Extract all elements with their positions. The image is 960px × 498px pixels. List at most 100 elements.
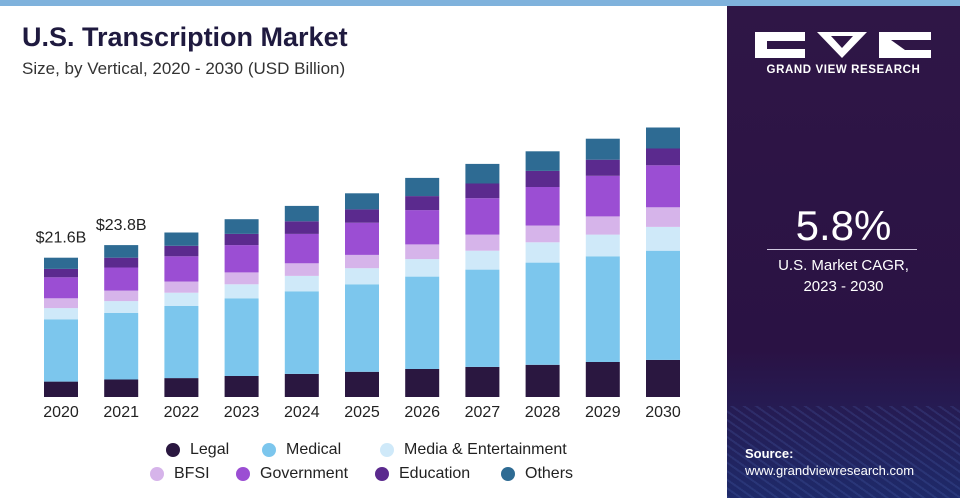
x-tick-label-2020: 2020 [43, 404, 79, 421]
bar-segment-medical-2027 [465, 269, 500, 367]
bar-segment-medical-2024 [284, 291, 319, 374]
legend-item-education: Education [375, 465, 470, 483]
bar-segment-legal-2020 [44, 381, 78, 397]
bar-segment-government-2030 [646, 165, 680, 208]
bar-segment-legal-2027 [465, 366, 500, 397]
legend-label: Education [399, 465, 471, 482]
bar-segment-government-2025 [345, 222, 379, 255]
stacked-bar-chart: 2020 2021 2022 2023 2024 2025 2026 2027 2028 2029… [36, 127, 681, 421]
bar-segment-legal-2023 [224, 376, 259, 397]
brand-name: GRAND VIEW RESEARCH [766, 64, 921, 76]
legend-swatch [166, 443, 180, 457]
source-url: www.grandviewresearch.com [745, 463, 915, 478]
bar-segment-education-2027 [465, 183, 500, 199]
bar-segment-government-2021 [104, 267, 139, 291]
bar-segment-bfsi-2028 [525, 225, 560, 243]
bar-segment-others-2030 [646, 127, 680, 149]
bar-segment-legal-2026 [405, 369, 440, 397]
bar-segment-education-2022 [164, 245, 199, 257]
data-label-2020: $21.6B [36, 230, 87, 247]
x-tick-label-2028: 2028 [525, 404, 561, 421]
cagr-period: 2023 - 2030 [803, 278, 884, 295]
cagr-value: 5.8% [795, 202, 892, 249]
legend-item-bfsi: BFSI [150, 465, 210, 483]
legend-item-media-entertainment: Media & Entertainment [380, 441, 567, 459]
bar-segment-medical-2030 [646, 250, 680, 360]
branding-panel: GRAND VIEW RESEARCH 5.8% U.S. Market CAG… [727, 6, 960, 498]
bar-segment-medical-2025 [345, 284, 379, 372]
bar-segment-others-2023 [224, 219, 259, 234]
x-tick-label-2029: 2029 [585, 404, 621, 421]
bar-segment-education-2029 [585, 159, 620, 176]
bar-segment-education-2030 [646, 148, 680, 166]
legend-item-government: Government [236, 465, 348, 483]
x-tick-label-2030: 2030 [645, 404, 681, 421]
bar-segment-education-2028 [525, 170, 560, 187]
bar-segment-government-2028 [525, 187, 560, 226]
bar-segment-media-entertainment-2021 [104, 301, 139, 313]
chart-legend: Legal Medical Media & Entertainment BFSI Gov… [0, 433, 727, 493]
bar-segment-medical-2023 [224, 298, 259, 376]
legend-label: Media & Entertainment [404, 441, 567, 458]
bar-segment-government-2026 [405, 210, 440, 245]
legend-item-medical: Medical [262, 441, 341, 459]
bar-segment-legal-2025 [345, 371, 379, 397]
bar-segment-bfsi-2027 [465, 234, 500, 251]
bar-segment-media-entertainment-2023 [224, 284, 259, 299]
bar-segment-government-2027 [465, 198, 500, 235]
bar-segment-others-2027 [465, 163, 500, 184]
legend-swatch [380, 443, 394, 457]
bar-segment-legal-2021 [104, 379, 139, 397]
bar-segment-government-2022 [164, 256, 199, 282]
legend-swatch [236, 467, 250, 481]
bar-segment-education-2025 [345, 209, 379, 223]
bar-segment-legal-2022 [164, 378, 199, 397]
bar-segment-government-2024 [284, 233, 319, 264]
x-tick-label-2024: 2024 [284, 404, 320, 421]
bar-segment-bfsi-2025 [345, 254, 379, 269]
bar-segment-media-entertainment-2025 [345, 268, 379, 285]
x-tick-label-2025: 2025 [344, 404, 380, 421]
bar-segment-legal-2030 [646, 359, 680, 397]
legend-swatch [501, 467, 515, 481]
bar-segment-education-2026 [405, 196, 440, 211]
bar-segment-media-entertainment-2020 [44, 308, 78, 320]
bar-segment-others-2028 [525, 151, 560, 171]
bar-segment-others-2025 [345, 193, 379, 210]
legend-label: Government [260, 465, 349, 482]
bar-segment-others-2024 [284, 205, 319, 222]
legend-label: BFSI [174, 465, 210, 482]
bar-segment-bfsi-2021 [104, 290, 139, 302]
legend-label: Medical [286, 441, 342, 458]
data-label-2021: $23.8B [96, 217, 147, 234]
bar-segment-bfsi-2026 [405, 244, 440, 260]
grand-view-research-logo-icon [755, 32, 931, 58]
bar-segment-government-2023 [224, 245, 259, 273]
legend-label: Legal [190, 441, 230, 458]
x-tick-label-2021: 2021 [103, 404, 139, 421]
legend-item-others: Others [501, 465, 573, 483]
legend-label: Others [525, 465, 574, 482]
x-tick-label-2027: 2027 [465, 404, 501, 421]
cagr-divider [767, 249, 917, 250]
bar-segment-media-entertainment-2024 [284, 275, 319, 292]
bar-segment-education-2020 [44, 268, 78, 278]
bar-segment-others-2021 [104, 245, 139, 258]
chart-title: U.S. Transcription Market [22, 22, 348, 52]
bar-segment-media-entertainment-2026 [405, 259, 440, 277]
bar-segment-bfsi-2029 [585, 216, 620, 235]
bar-segment-bfsi-2023 [224, 272, 259, 285]
bar-segment-legal-2028 [525, 364, 560, 397]
bar-segment-media-entertainment-2027 [465, 250, 500, 270]
bar-segment-others-2026 [405, 177, 440, 197]
bar-segment-medical-2026 [405, 276, 440, 369]
bar-segment-media-entertainment-2022 [164, 292, 199, 306]
bar-segment-education-2023 [224, 233, 259, 246]
bar-segment-others-2020 [44, 257, 78, 269]
legend-swatch [375, 467, 389, 481]
bar-segment-education-2024 [284, 221, 319, 234]
bar-segment-bfsi-2020 [44, 298, 78, 309]
bar-segment-legal-2024 [284, 373, 319, 397]
bar-segment-bfsi-2022 [164, 281, 199, 293]
bar-segment-government-2029 [585, 175, 620, 217]
